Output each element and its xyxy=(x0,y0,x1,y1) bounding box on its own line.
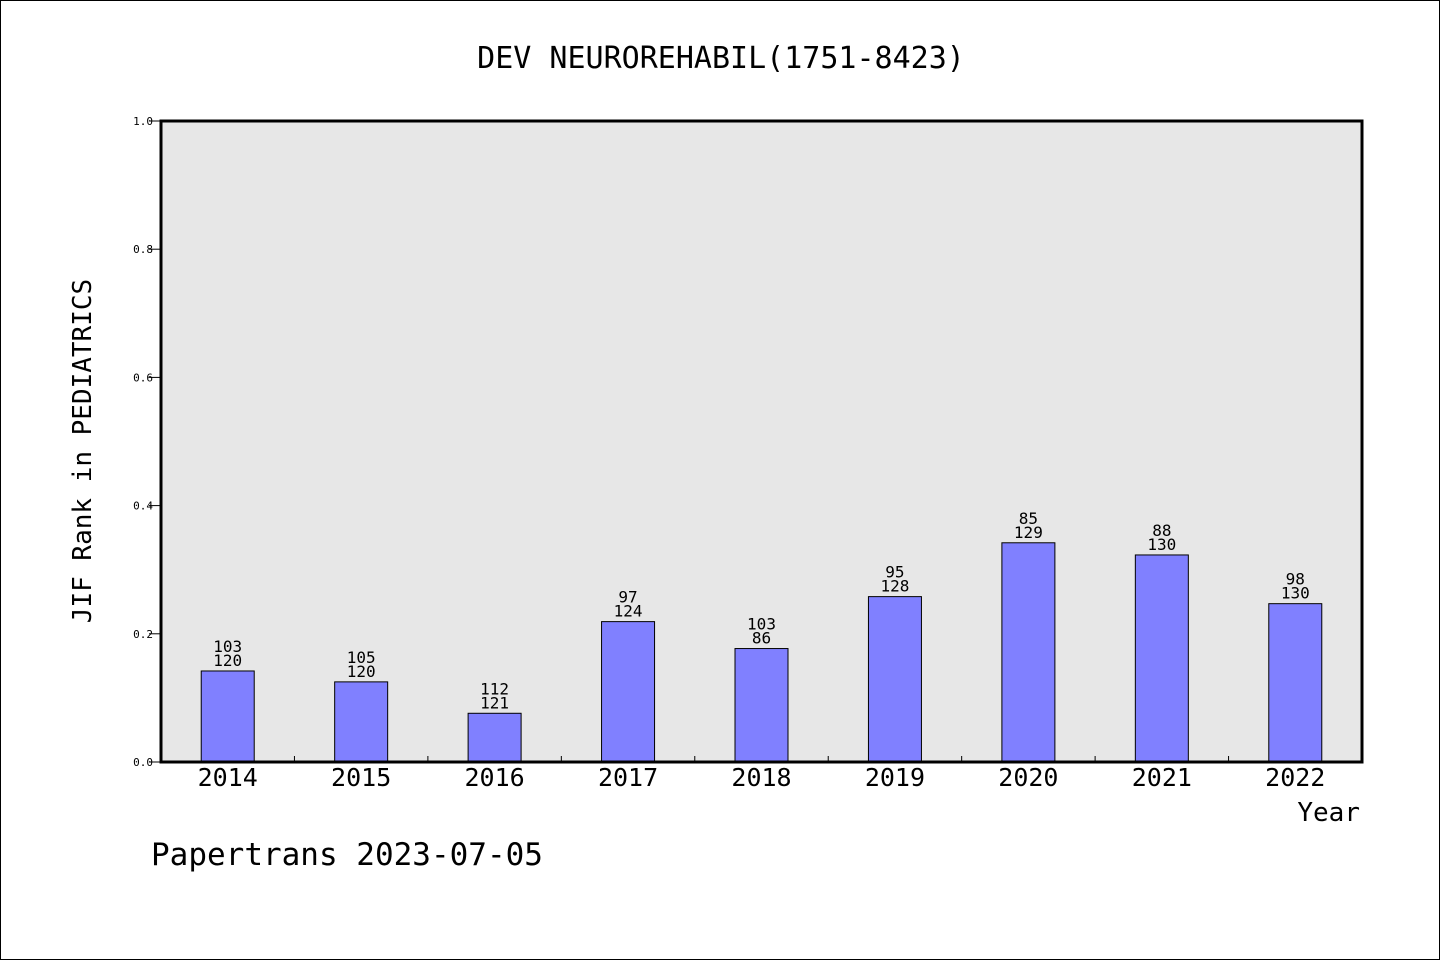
y-tick-label: 1.0 xyxy=(133,115,153,128)
bar-label-bottom: 130 xyxy=(1147,535,1176,554)
bar-label-top: 103 xyxy=(747,615,776,634)
x-tick-label: 2016 xyxy=(465,763,525,792)
bar-label-top: 95 xyxy=(885,563,904,582)
y-tick-label: 0.6 xyxy=(133,371,153,384)
y-tick-label: 0.2 xyxy=(133,628,153,641)
bar-label-bottom: 120 xyxy=(213,651,242,670)
bar-label-top: 97 xyxy=(618,588,637,607)
bar-2020 xyxy=(1001,542,1056,763)
chart-title: DEV NEUROREHABIL(1751-8423) xyxy=(477,41,965,76)
bar-label-top: 105 xyxy=(347,648,376,667)
y-axis: 0.0 0.2 0.4 0.6 0.8 1.0 xyxy=(133,115,161,769)
bar-2018 xyxy=(734,648,789,763)
x-tick-label: 2017 xyxy=(598,763,658,792)
bar-2019 xyxy=(867,596,922,763)
plot-border xyxy=(159,119,1364,764)
y-tick-label: 0.8 xyxy=(133,243,153,256)
bar-2016 xyxy=(467,712,522,763)
footer-credit: Papertrans 2023-07-05 xyxy=(151,837,543,873)
x-tick-label: 2019 xyxy=(865,763,925,792)
bar-2022 xyxy=(1268,603,1323,763)
bar-label-top: 103 xyxy=(213,637,242,656)
x-tick-label: 2014 xyxy=(198,763,258,792)
bar-2021 xyxy=(1134,554,1189,763)
bar-2017 xyxy=(601,621,656,763)
x-axis-label: Year xyxy=(1297,798,1360,828)
y-tick-label: 0.0 xyxy=(133,756,153,769)
x-axis: 2014 2015 2016 2017 2018 2019 2020 2021 2022 xyxy=(198,756,1325,792)
bar-label-top: 98 xyxy=(1286,570,1305,589)
y-tick-label: 0.4 xyxy=(133,500,153,513)
bar-label-bottom: 121 xyxy=(480,693,509,712)
bar-label-top: 88 xyxy=(1152,521,1171,540)
bar-label-bottom: 130 xyxy=(1281,584,1310,603)
x-tick-label: 2018 xyxy=(731,763,791,792)
y-axis-label: JIF Rank in PEDIATRICS xyxy=(68,279,98,623)
bar-label-bottom: 86 xyxy=(752,629,771,648)
x-tick-label: 2021 xyxy=(1132,763,1192,792)
bar-label-bottom: 124 xyxy=(614,602,643,621)
bar-label-bottom: 129 xyxy=(1014,523,1043,542)
bar-series xyxy=(200,542,1323,763)
bar-label-top: 85 xyxy=(1019,509,1038,528)
bar-2014 xyxy=(200,670,255,763)
bar-label-bottom: 120 xyxy=(347,662,376,681)
bar-2015 xyxy=(334,681,389,763)
x-tick-label: 2022 xyxy=(1265,763,1325,792)
bar-label-bottom: 128 xyxy=(880,577,909,596)
x-tick-label: 2015 xyxy=(331,763,391,792)
bar-label-top: 112 xyxy=(480,679,509,698)
x-tick-label: 2020 xyxy=(998,763,1058,792)
